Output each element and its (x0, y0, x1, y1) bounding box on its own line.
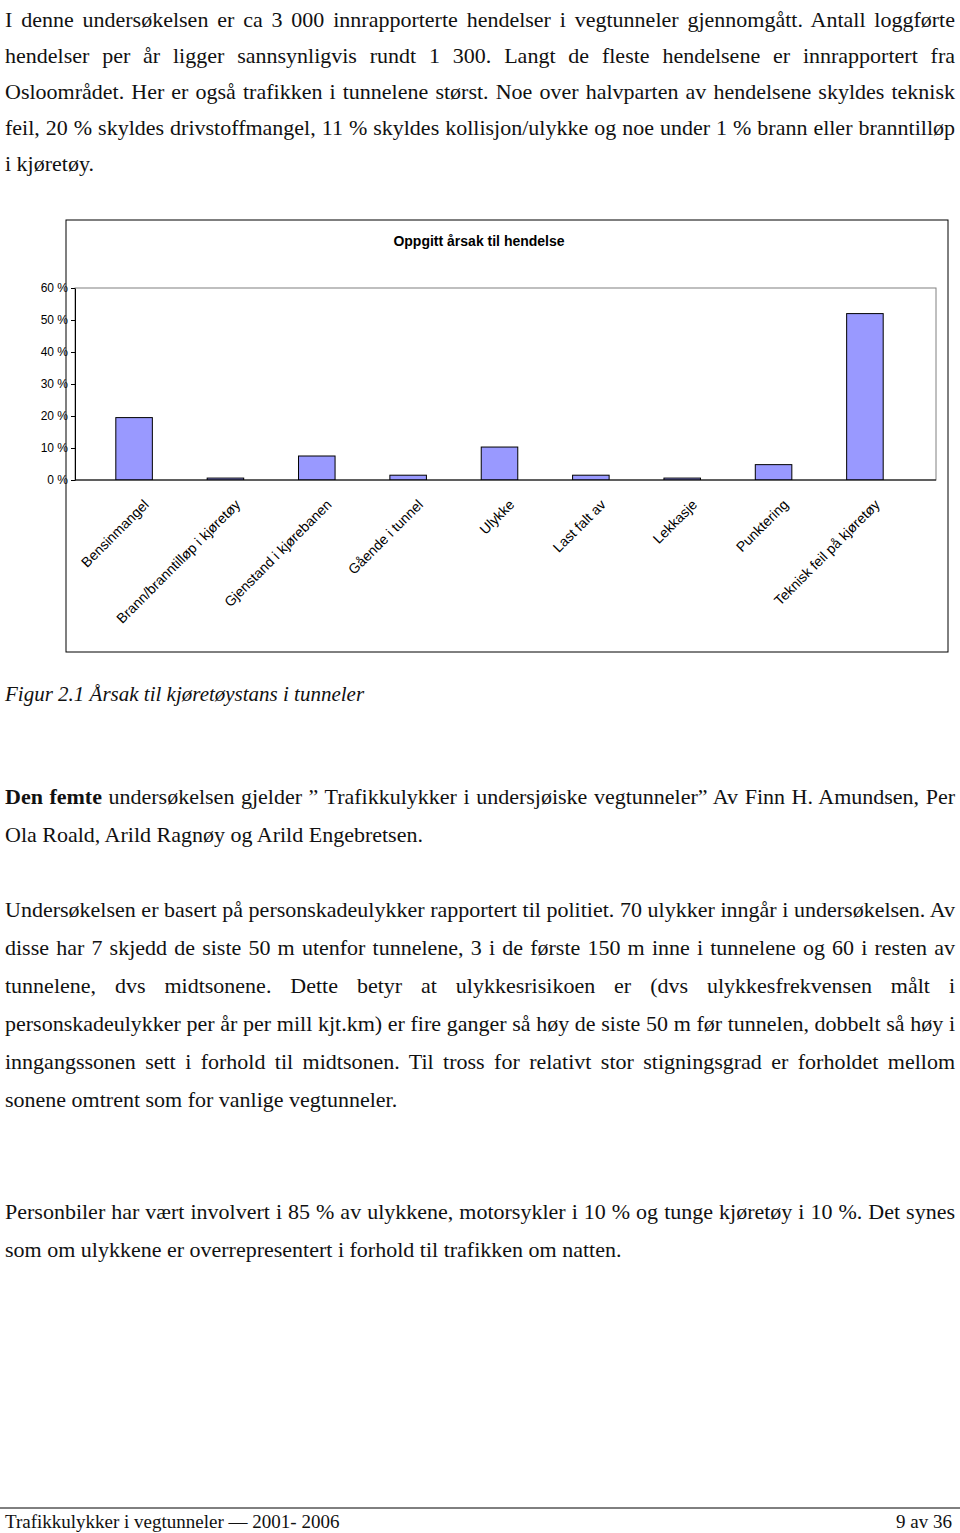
paragraph: Undersøkelsen er basert på personskadeul… (5, 891, 955, 1119)
figure-caption: Figur 2.1 Årsak til kjøretøystans i tunn… (5, 682, 364, 707)
bar (755, 465, 792, 480)
y-tick-label: 60 % (41, 281, 69, 295)
x-tick: Lekkasje (650, 480, 701, 547)
paragraph-text: undersøkelsen gjelder ” Trafikkulykker i… (5, 784, 955, 847)
x-tick: Bensinmangel (78, 480, 152, 570)
x-tick-label: Punktering (733, 496, 792, 555)
y-tick-mark (71, 288, 75, 289)
x-tick: Punktering (733, 480, 792, 555)
y-tick: 0 % (47, 473, 75, 487)
y-tick-label: 0 % (47, 473, 68, 487)
x-tick-label: Ulykke (476, 496, 517, 537)
bar (847, 314, 884, 480)
bar (299, 456, 336, 480)
y-tick-label: 10 % (41, 441, 69, 455)
y-tick-label: 30 % (41, 377, 69, 391)
x-tick: Last falt av (550, 480, 609, 555)
paragraph: Den femte undersøkelsen gjelder ” Trafik… (5, 778, 955, 854)
paragraph-text: Undersøkelsen er basert på personskadeul… (5, 897, 955, 1112)
footer-left: Trafikkulykker i vegtunneler — 2001- 200… (5, 1511, 339, 1533)
paragraph: Personbiler har vært involvert i 85 % av… (5, 1193, 955, 1269)
plot-frame (75, 288, 936, 480)
chart-title: Oppgitt årsak til hendelse (393, 233, 564, 249)
x-tick: Teknisk feil på kjøretøy (771, 480, 883, 608)
y-tick-mark (71, 448, 75, 449)
y-tick-label: 40 % (41, 345, 69, 359)
footer-rule (0, 1508, 960, 1509)
x-tick: Brann/branntilløp i kjøretøy (113, 480, 243, 626)
y-tick-mark (71, 352, 75, 353)
y-tick: 60 % (41, 281, 75, 295)
y-tick-mark (71, 480, 75, 481)
y-tick: 10 % (41, 441, 75, 455)
x-tick: Ulykke (476, 480, 517, 537)
y-axis: 0 % 10 % 20 % 30 % 40 % 50 % 60 % (41, 281, 76, 487)
x-tick-label: Teknisk feil på kjøretøy (771, 496, 883, 608)
footer-right: 9 av 36 (896, 1511, 952, 1533)
chart-svg: Oppgitt årsak til hendelse 0 % 10 % 20 % 30 … (0, 0, 960, 1533)
x-tick-label: Bensinmangel (78, 496, 152, 570)
y-axis-line (75, 289, 76, 481)
x-tick-label: Brann/branntilløp i kjøretøy (113, 496, 243, 626)
paragraph-text: Personbiler har vært involvert i 85 % av… (5, 1199, 955, 1262)
bar (481, 447, 518, 480)
x-tick: Gjenstand i kjørebanen (221, 480, 335, 610)
bar (573, 475, 610, 480)
bar (390, 475, 427, 480)
y-tick: 20 % (41, 409, 75, 423)
y-tick-mark (71, 384, 75, 385)
x-axis: BensinmangelBrann/branntilløp i kjøretøy… (75, 480, 936, 626)
x-tick-label: Gående i tunnel (345, 496, 426, 577)
y-tick: 50 % (41, 313, 75, 327)
y-tick: 40 % (41, 345, 75, 359)
y-tick-label: 20 % (41, 409, 69, 423)
x-tick-label: Last falt av (550, 496, 609, 555)
y-tick-label: 50 % (41, 313, 69, 327)
bar (116, 418, 153, 480)
bold-lead: Den femte (5, 784, 102, 809)
bars (116, 314, 883, 480)
x-tick: Gående i tunnel (345, 480, 426, 577)
y-tick: 30 % (41, 377, 75, 391)
x-axis-line (75, 480, 936, 481)
x-tick-label: Lekkasje (650, 496, 701, 547)
y-tick-mark (71, 320, 75, 321)
y-tick-mark (71, 416, 75, 417)
page: Oppgitt årsak til hendelse 0 % 10 % 20 % 30 … (0, 0, 960, 1533)
paragraph: I denne undersøkelsen er ca 3 000 innrap… (5, 2, 955, 182)
chart-frame (66, 220, 948, 652)
x-tick-label: Gjenstand i kjørebanen (221, 496, 335, 610)
